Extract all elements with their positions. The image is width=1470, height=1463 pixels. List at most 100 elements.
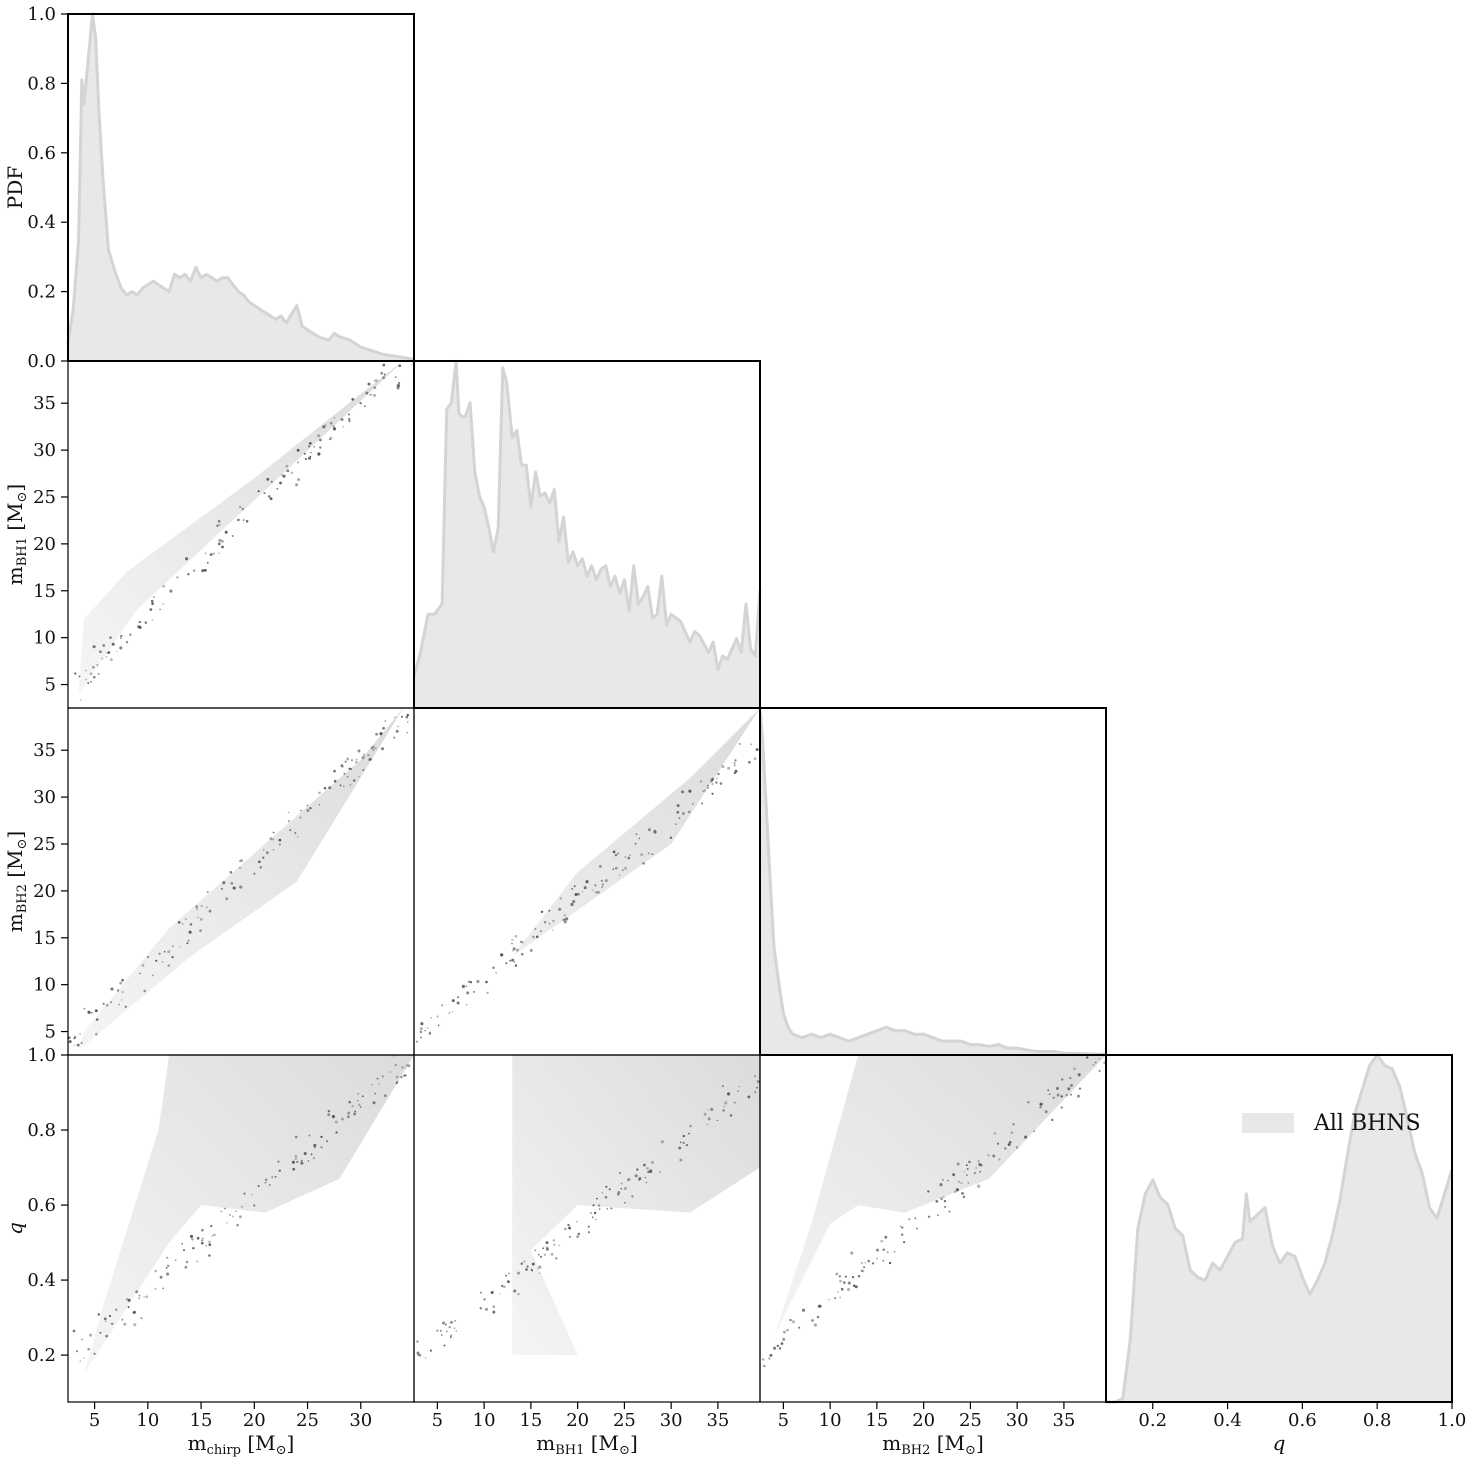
scatter-point [568, 1226, 572, 1230]
scatter-point [120, 634, 123, 638]
scatter-point [721, 1085, 724, 1088]
scatter-point [851, 1275, 855, 1279]
scatter-point [394, 716, 396, 719]
scatter-point [95, 1018, 99, 1021]
scatter-point [600, 879, 603, 883]
scatter-point [1098, 1069, 1101, 1072]
scatter-point [362, 753, 366, 756]
scatter-point [218, 538, 222, 542]
scatter-point [80, 699, 82, 701]
scatter-point [295, 483, 299, 487]
scatter-point [523, 1260, 526, 1263]
scatter-point [162, 1287, 164, 1290]
y-tick-label: 25 [33, 487, 56, 508]
y-tick-label: 15 [33, 928, 56, 949]
scatter-point [511, 958, 515, 962]
scatter-point [155, 959, 158, 962]
scatter-point [138, 620, 141, 624]
x-tick-label-mbh2: 5 [778, 1410, 789, 1431]
scatter-point [623, 1186, 627, 1191]
scatter-point [80, 1041, 83, 1044]
scatter-point [401, 715, 403, 718]
scatter-point [192, 569, 196, 572]
scatter-point [893, 1250, 896, 1253]
x-tick-label-mbh1: 30 [660, 1410, 683, 1431]
scatter-point [711, 782, 714, 786]
scatter-point [328, 786, 332, 790]
scatter-point [323, 786, 327, 790]
scatter-point [406, 721, 409, 723]
scatter-point [480, 1291, 482, 1294]
scatter-point [96, 664, 99, 666]
scatter-point [707, 1109, 710, 1111]
scatter-point [734, 759, 737, 762]
scatter-point [185, 1260, 189, 1264]
scatter-point [269, 837, 273, 841]
x-tick-label-mbh1: 10 [473, 1410, 496, 1431]
scatter-point [520, 1262, 524, 1265]
scatter-point [177, 921, 181, 924]
scatter-point [1069, 1084, 1073, 1088]
scatter-point [597, 1204, 601, 1207]
scatter-point [119, 637, 122, 639]
scatter-point [189, 923, 193, 926]
scatter-point [405, 715, 409, 719]
scatter-point [638, 1176, 642, 1181]
scatter-point [239, 885, 243, 889]
pdf-line-q [1106, 1053, 1454, 1404]
scatter-point [357, 1100, 359, 1102]
scatter-point [166, 1256, 169, 1259]
scatter-point [681, 811, 685, 816]
scatter-point [179, 945, 182, 948]
scatter-point [591, 1216, 594, 1219]
scatter-point [485, 1307, 488, 1311]
scatter-point [416, 1040, 419, 1043]
scatter-point [550, 1252, 554, 1256]
scatter-point [538, 1272, 541, 1275]
scatter-point [138, 626, 142, 629]
scatter-point [1039, 1102, 1043, 1106]
scatter-point [473, 990, 476, 993]
scatter-point [347, 413, 350, 416]
scatter-point [617, 852, 620, 855]
scatter-point [105, 1334, 109, 1338]
scatter-point [466, 991, 470, 995]
scatter-point [689, 1124, 692, 1128]
scatter-point [1103, 1061, 1106, 1064]
scatter-point [318, 791, 321, 795]
scatter-point [102, 644, 106, 647]
scatter-point [530, 1268, 533, 1271]
scatter-point [839, 1296, 842, 1299]
scatter-point [143, 1295, 146, 1298]
scatter-point [1056, 1093, 1060, 1097]
scatter-point [863, 1266, 866, 1269]
scatter-point [268, 1183, 271, 1186]
scatter-point [123, 1322, 127, 1326]
x-tick-label-q: 0.2 [1138, 1410, 1167, 1431]
scatter-point [234, 1210, 237, 1213]
scatter-point [699, 780, 703, 783]
scatter-point [92, 675, 96, 679]
scatter-point [185, 557, 189, 561]
scatter-point [285, 464, 289, 468]
scatter-point [411, 364, 413, 366]
scatter-point [351, 1104, 354, 1108]
scatter-point [724, 1101, 728, 1105]
scatter-point [90, 680, 92, 683]
scatter-point [737, 1090, 739, 1092]
scatter-point [357, 1092, 360, 1095]
scatter-point [901, 1226, 904, 1229]
scatter-point [937, 1214, 939, 1216]
scatter-point [763, 1364, 766, 1368]
scatter-point [997, 1142, 1000, 1145]
scatter-point [159, 608, 161, 611]
scatter-point [357, 749, 361, 753]
scatter-point [333, 417, 336, 419]
scatter-point [310, 1153, 313, 1156]
scatter-point [1094, 1061, 1097, 1064]
scatter-point [563, 920, 567, 924]
scatter-point [277, 1160, 280, 1163]
scatter-point [161, 960, 164, 963]
x-tick-label-mchirp: 25 [296, 1410, 319, 1431]
